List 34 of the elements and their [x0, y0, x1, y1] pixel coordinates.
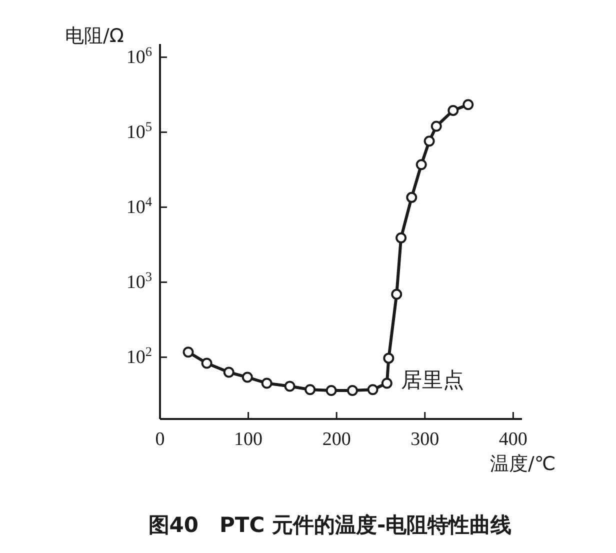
y-axis-title: 电阻/Ω	[65, 25, 124, 47]
point	[367, 384, 378, 396]
text: 图40 PTC 元件的温度-电阻特性曲线	[148, 513, 512, 537]
y-tick-label: 10$^{5}$	[126, 118, 152, 144]
point	[201, 358, 212, 369]
point	[391, 288, 402, 300]
point	[223, 366, 234, 378]
point	[448, 104, 459, 116]
point	[304, 384, 316, 396]
x-tick-label: 400	[498, 429, 528, 450]
point	[462, 99, 474, 110]
point	[261, 378, 272, 389]
point	[383, 352, 394, 364]
annotation: 居里点	[400, 368, 464, 392]
y-tick-label: 10$^{3}$	[126, 268, 152, 294]
point	[284, 380, 296, 392]
point	[326, 384, 337, 396]
x-tick-label: 100	[234, 429, 263, 450]
x-tick-label: 0	[155, 429, 165, 450]
x-tick-label: 300	[410, 429, 440, 450]
point	[430, 120, 442, 132]
point	[242, 372, 253, 383]
point	[381, 378, 392, 389]
y-tick-label: 10$^{2}$	[126, 344, 152, 368]
point	[406, 192, 418, 203]
x-tick-label: 200	[322, 429, 351, 450]
point	[396, 232, 407, 244]
point	[346, 384, 358, 396]
y-tick-label: 10$^{6}$	[126, 44, 152, 68]
point	[424, 136, 435, 147]
point	[182, 346, 194, 358]
y-tick-label: 10$^{4}$	[126, 194, 152, 218]
x-axis-title: 温度/℃	[490, 453, 556, 475]
point	[416, 159, 427, 170]
